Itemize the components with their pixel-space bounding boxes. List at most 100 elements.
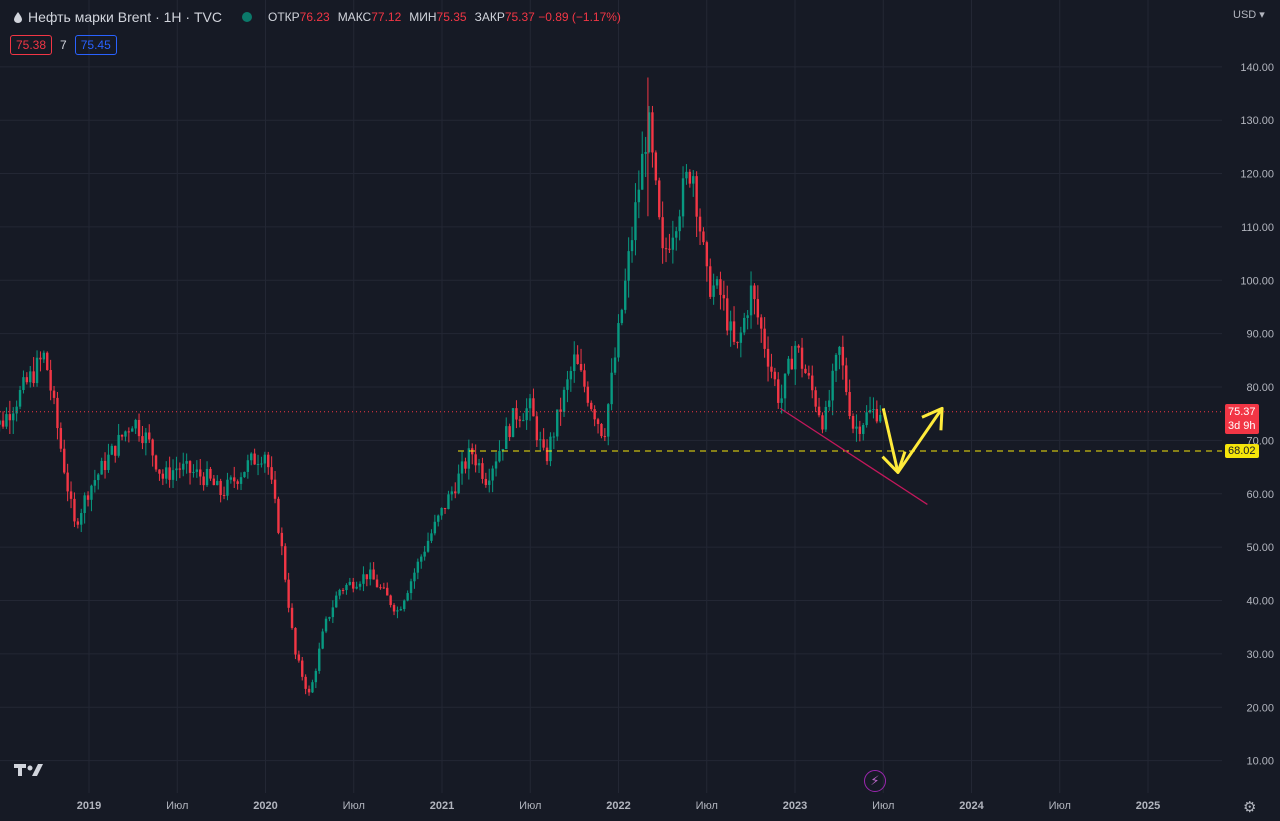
candle-body (596, 419, 600, 424)
tradingview-logo[interactable] (14, 762, 44, 778)
candle-body (613, 357, 617, 373)
candle-body (93, 480, 97, 486)
candle-body (593, 409, 596, 420)
candle-body (855, 426, 858, 429)
candle-body (467, 448, 471, 469)
candle-body (0, 420, 1, 425)
candles (0, 77, 882, 696)
candle-body (807, 373, 811, 376)
candle-body (851, 416, 855, 429)
candle-body (35, 357, 39, 384)
candle-body (423, 551, 426, 557)
candle-body (406, 593, 409, 601)
bar-countdown-label: 3d 9h (1228, 420, 1256, 432)
candle-body (811, 375, 814, 391)
candle-body (229, 477, 233, 480)
candle-body (709, 266, 712, 297)
forecast-arrow-head-down (881, 451, 907, 474)
candle-body (66, 472, 69, 492)
y-tick-label: 10.00 (1246, 756, 1274, 768)
candle-body (824, 406, 828, 430)
candle-body (845, 365, 848, 392)
candle-body (426, 540, 430, 552)
candle-body (151, 439, 154, 456)
candle-body (494, 461, 498, 469)
candle-body (576, 354, 579, 364)
candle-body (372, 569, 375, 580)
gear-icon[interactable]: ⚙ (1243, 799, 1257, 816)
candle-body (647, 112, 651, 153)
market-status-dot[interactable] (241, 12, 252, 22)
horizontal-level-badge: 68.02 (1225, 444, 1259, 458)
candle-body (685, 171, 688, 179)
time-axis[interactable]: 2019 Июл 2020 Июл 2021 Июл 2022 Июл 2023 Июл 2024 И… (0, 793, 1222, 821)
candle-body (413, 572, 416, 582)
y-tick-labels: 140.00 130.00 120.00 110.00 100.00 90.00 80.00… (1240, 62, 1274, 768)
candle-body (352, 581, 355, 589)
candle-body (651, 112, 654, 153)
candle-body (29, 371, 32, 383)
candle-body (379, 587, 382, 589)
candle-body (301, 660, 304, 677)
x-tick-labels: 2019 Июл 2020 Июл 2021 Июл 2022 Июл 2023 Июл 2024 И… (77, 800, 1160, 812)
candle-body (39, 357, 42, 360)
x-tick-label: 2023 (783, 800, 807, 812)
candle-body (607, 404, 610, 437)
candle-body (780, 398, 783, 403)
y-tick-label: 40.00 (1246, 596, 1274, 608)
candle-body (559, 409, 562, 412)
candle-body (763, 328, 766, 349)
candle-body (403, 600, 406, 610)
candle-body (726, 298, 729, 331)
candle-body (770, 366, 773, 372)
candle-body (260, 463, 263, 465)
candle-body (668, 248, 671, 250)
candle-body (73, 498, 76, 522)
ohlc-close: ЗАКР75.37 −0.89 (−1.17%) (474, 10, 621, 24)
candlestick-chart[interactable] (0, 0, 1222, 793)
candle-body (821, 415, 824, 430)
candle-body (110, 445, 114, 455)
candle-body (83, 495, 86, 514)
buy-price-button[interactable]: 75.45 (74, 35, 117, 55)
candle-body (481, 463, 484, 479)
candle-body (239, 477, 243, 484)
candle-body (5, 414, 8, 427)
sell-price-button[interactable]: 75.38 (10, 35, 53, 55)
candle-body (838, 346, 841, 355)
candle-body (875, 409, 879, 422)
candle-body (212, 478, 216, 486)
flash-icon[interactable]: ⚡ (864, 770, 886, 792)
candle-body (216, 480, 219, 486)
candle-body (253, 453, 256, 465)
candle-body (182, 463, 185, 470)
trend-line (779, 407, 928, 505)
candle-body (195, 469, 199, 472)
candle-body (794, 345, 797, 370)
candle-body (834, 354, 838, 371)
candle-body (226, 479, 229, 496)
candle-body (681, 178, 685, 217)
grid (0, 0, 1222, 793)
candle-body (1, 420, 5, 427)
spread-value: 7 (60, 38, 67, 52)
candle-body (556, 409, 559, 437)
candle-body (18, 390, 22, 407)
candle-body (178, 468, 182, 470)
candle-body (154, 455, 158, 470)
candle-body (719, 279, 722, 295)
candle-body (817, 406, 821, 416)
candle-body (345, 584, 348, 591)
y-tick-label: 130.00 (1240, 115, 1274, 127)
candle-body (358, 583, 362, 587)
y-tick-label: 50.00 (1246, 542, 1274, 554)
candle-body (661, 217, 664, 249)
candle-body (603, 436, 607, 438)
symbol-title[interactable]: Нефть марки Brent · 1Н · TVC (28, 9, 222, 25)
candle-body (862, 425, 865, 434)
candle-body (430, 533, 433, 541)
currency-selector[interactable]: USD ▾ (1233, 9, 1265, 21)
candle-body (137, 419, 141, 437)
candle-body (375, 579, 379, 588)
candle-body (382, 587, 386, 589)
